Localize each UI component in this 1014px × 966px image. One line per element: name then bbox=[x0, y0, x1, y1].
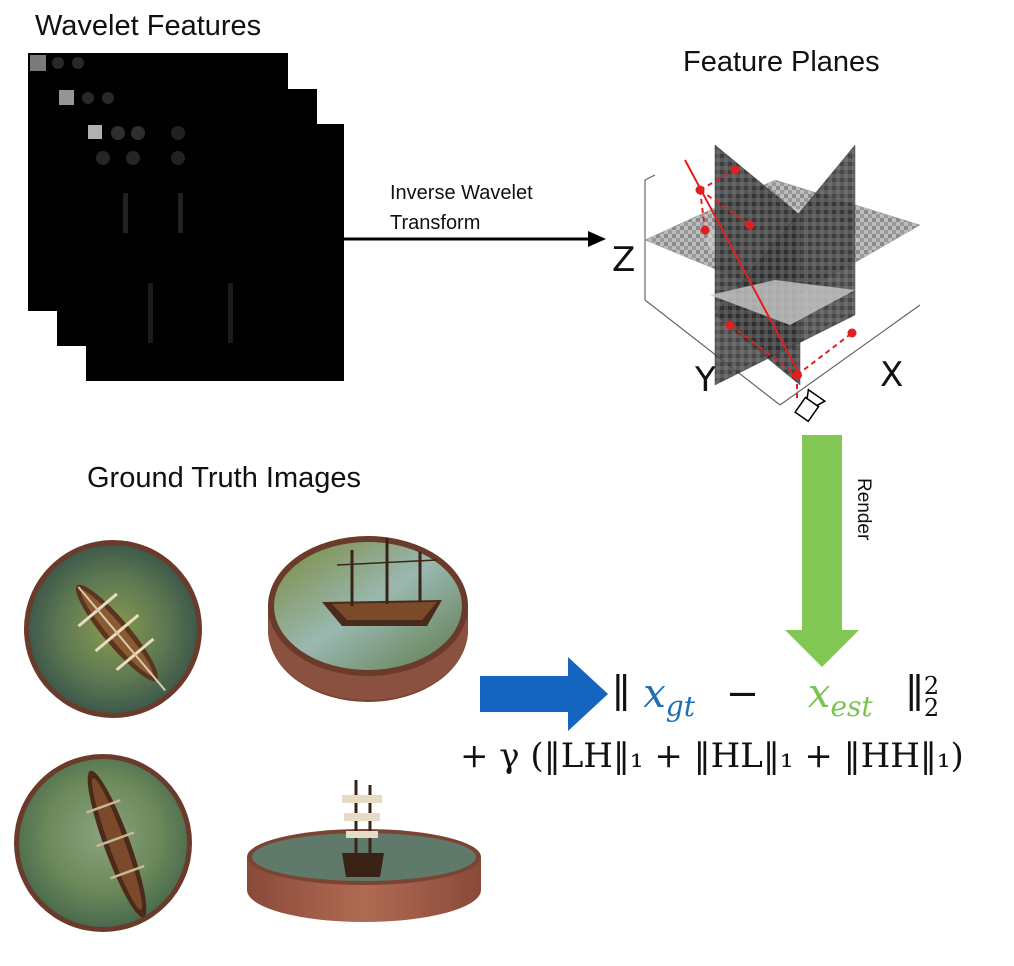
x-est-subscript: est bbox=[830, 690, 873, 723]
x-gt-term: xgt bbox=[643, 671, 707, 723]
loss-formula-line1: ∥ xgt − xest ∥ 2 2 bbox=[612, 666, 939, 735]
inverse-wavelet-arrow bbox=[344, 231, 606, 247]
gt-image-4 bbox=[247, 780, 481, 922]
gt-image-3 bbox=[14, 754, 192, 932]
gt-image-1 bbox=[24, 540, 202, 718]
norm-open: ∥ bbox=[612, 671, 631, 717]
feature-planes-diagram bbox=[644, 144, 921, 423]
gt-image-2 bbox=[268, 536, 468, 702]
minus-sign: − bbox=[725, 671, 760, 717]
norm-exponents: 2 2 bbox=[923, 672, 940, 722]
inverse-wavelet-label: Inverse Wavelet Transform bbox=[390, 178, 533, 238]
feature-planes-title: Feature Planes bbox=[683, 46, 880, 78]
wavelet-texture bbox=[30, 55, 233, 343]
wavelet-panel-3 bbox=[86, 124, 344, 381]
camera-icon bbox=[794, 388, 827, 423]
x-gt-subscript: gt bbox=[665, 690, 695, 723]
x-gt-symbol: x bbox=[643, 671, 666, 717]
y-axis-label: Y bbox=[695, 360, 716, 400]
x-axis-label: X bbox=[880, 355, 904, 395]
loss-formula-line2: + γ (‖LH‖₁ + ‖HL‖₁ + ‖HH‖₁) bbox=[460, 736, 964, 776]
x-est-term: xest bbox=[807, 671, 885, 723]
norm-close: ∥ bbox=[905, 671, 924, 717]
inverse-wavelet-line1: Inverse Wavelet bbox=[390, 182, 533, 204]
inverse-wavelet-line2: Transform bbox=[390, 212, 481, 234]
render-arrow bbox=[785, 435, 859, 667]
norm-superscript: 2 bbox=[923, 672, 940, 700]
norm-subscript: 2 bbox=[923, 694, 940, 722]
wavelet-features-title: Wavelet Features bbox=[35, 10, 262, 42]
x-est-symbol: x bbox=[807, 671, 831, 717]
loss-input-arrow bbox=[480, 657, 608, 731]
ground-truth-title: Ground Truth Images bbox=[87, 462, 362, 494]
render-label: Render bbox=[853, 478, 874, 541]
vertical-plane-b bbox=[714, 144, 856, 386]
z-axis-label: Z bbox=[612, 240, 636, 280]
